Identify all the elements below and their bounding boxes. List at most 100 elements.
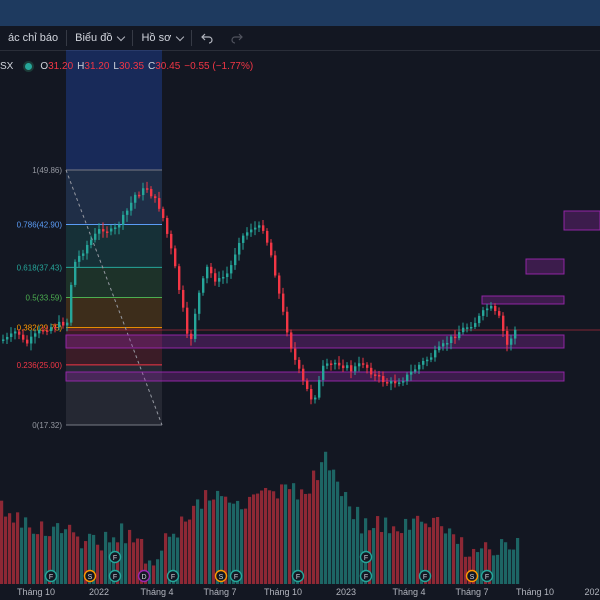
event-marker-icon[interactable]: F	[229, 569, 243, 583]
volume-bar	[232, 503, 236, 584]
candle-body	[14, 331, 17, 334]
redo-icon	[231, 33, 244, 44]
volume-bar	[380, 532, 384, 584]
volume-bar	[416, 515, 420, 584]
event-marker-icon[interactable]: F	[108, 569, 122, 583]
volume-bar	[452, 534, 456, 584]
price-zone[interactable]	[563, 210, 600, 231]
candle-body	[282, 293, 285, 312]
volume-bar	[164, 533, 168, 584]
candle-body	[134, 194, 137, 203]
candle-body	[490, 305, 493, 309]
undo-icon	[201, 33, 213, 44]
volume-bar	[436, 517, 440, 584]
candle-body	[218, 278, 221, 282]
price-zone[interactable]	[481, 295, 565, 305]
candle-body	[34, 333, 37, 337]
price-zone[interactable]	[65, 334, 565, 349]
volume-bar	[288, 489, 292, 584]
candle-body	[302, 368, 305, 381]
candlesticks	[2, 181, 517, 405]
event-marker-icon[interactable]: F	[166, 569, 180, 583]
event-marker-icon[interactable]: F	[418, 569, 432, 583]
price-zone[interactable]	[525, 258, 565, 275]
event-marker-icon[interactable]: S	[83, 569, 97, 583]
volume-bar	[384, 517, 388, 584]
candle-body	[98, 229, 101, 234]
volume-bar	[92, 534, 96, 584]
chart-menu-button[interactable]: Biểu đồ	[67, 26, 132, 50]
candle-body	[286, 311, 289, 333]
candle-body	[6, 336, 9, 340]
event-marker-icon[interactable]: F	[359, 550, 373, 564]
event-marker-icon[interactable]: F	[359, 569, 373, 583]
event-marker-letter: F	[113, 555, 117, 562]
candle-body	[58, 321, 61, 328]
event-marker-icon[interactable]: F	[480, 569, 494, 583]
candle-body	[38, 330, 41, 334]
volume-bar	[316, 480, 320, 584]
volume-bar	[496, 554, 500, 584]
time-tick: Tháng 7	[203, 587, 237, 597]
time-tick: 202	[584, 587, 600, 597]
candle-body	[274, 255, 277, 276]
candle-body	[142, 188, 145, 196]
volume-bar	[392, 526, 396, 584]
time-tick: 2023	[335, 587, 357, 597]
candle-body	[74, 261, 77, 285]
fib-extension-band	[66, 50, 162, 170]
candle-body	[398, 382, 401, 384]
volume-bar	[348, 506, 352, 584]
candle-body	[206, 266, 209, 279]
candle-body	[126, 210, 129, 215]
event-marker-icon[interactable]: F	[44, 569, 58, 583]
volume-bar	[200, 508, 204, 584]
volume-bar	[80, 548, 84, 584]
event-marker-icon[interactable]: S	[214, 569, 228, 583]
volume-bar	[340, 496, 344, 584]
candle-body	[94, 233, 97, 240]
symbol-ticker[interactable]: SX	[0, 60, 14, 72]
fibonacci-retracement[interactable]: 1(49.86) 0.786(42.90) 0.618(37.43) 0.5(33.5…	[17, 50, 163, 430]
volume-bar	[516, 537, 520, 584]
volume-bar	[356, 506, 360, 584]
volume-bar	[60, 533, 64, 584]
candle-body	[338, 362, 341, 366]
event-marker-letter: F	[296, 574, 300, 581]
candle-body	[294, 348, 297, 360]
event-markers[interactable]: F F F F F S F D F S F F F S	[44, 550, 494, 583]
candle-body	[202, 278, 205, 293]
volume-bar	[124, 543, 128, 584]
volume-bar	[252, 494, 256, 584]
toolbar-divider	[132, 30, 134, 46]
high-value: 31.20	[84, 60, 110, 72]
candle-body	[382, 376, 385, 383]
volume-bar	[76, 536, 80, 584]
candle-body	[426, 359, 429, 362]
event-marker-icon[interactable]: F	[291, 569, 305, 583]
volume-bar	[488, 549, 492, 584]
volume-bar	[460, 537, 464, 584]
volume-bar	[136, 538, 140, 584]
event-marker-icon[interactable]: F	[108, 550, 122, 564]
time-axis[interactable]: Tháng 10 2022 Tháng 4 Tháng 7 Tháng 10 2…	[0, 584, 600, 600]
price-zone[interactable]	[65, 371, 565, 382]
candle-body	[290, 332, 293, 349]
profile-menu-button[interactable]: Hồ sơ	[133, 26, 191, 50]
fib-level-label: 0.5(33.59)	[26, 294, 63, 303]
candle-body	[146, 188, 149, 190]
candle-body	[462, 327, 465, 333]
price-chart[interactable]: 1(49.86) 0.786(42.90) 0.618(37.43) 0.5(33.5…	[0, 50, 600, 584]
undo-button[interactable]	[192, 26, 222, 50]
event-marker-icon[interactable]: D	[137, 569, 151, 583]
redo-button[interactable]	[222, 26, 252, 50]
fib-band	[66, 297, 162, 328]
volume-bar	[152, 565, 156, 584]
volume-bar	[300, 489, 304, 584]
candle-body	[298, 359, 301, 369]
candle-body	[30, 336, 33, 344]
indicators-button[interactable]: ác chỉ báo	[0, 26, 66, 50]
candle-body	[386, 382, 389, 384]
fib-band	[66, 327, 162, 365]
event-marker-icon[interactable]: S	[465, 569, 479, 583]
